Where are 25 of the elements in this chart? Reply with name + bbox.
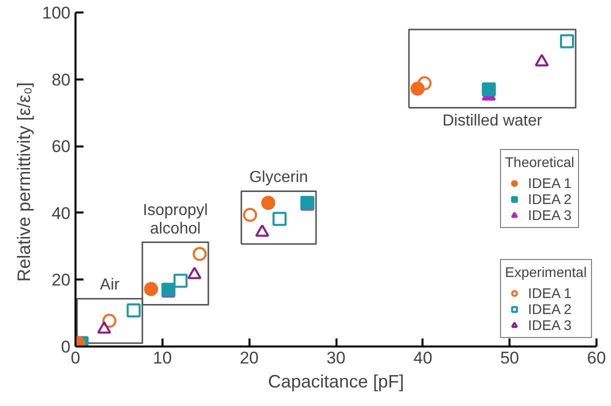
y-tick-label: 100: [42, 4, 71, 22]
x-tick-label: 40: [413, 348, 432, 368]
legend-label: IDEA 1: [528, 285, 572, 301]
x-tick-label: 60: [587, 348, 606, 368]
x-tick-label: 10: [152, 348, 172, 368]
annotation: Isopropyl alcohol: [142, 202, 208, 238]
x-axis-title: Capacitance [pF]: [268, 372, 404, 392]
legend-label: IDEA 2: [528, 191, 572, 207]
legend-label: IDEA 3: [528, 207, 572, 223]
annotation: Glycerin: [249, 169, 308, 186]
x-tick-label: 50: [500, 348, 520, 368]
legend-label: IDEA 3: [528, 317, 572, 333]
annotation: Distilled water: [442, 112, 543, 130]
annotation: Air: [100, 276, 120, 294]
y-tick-label: 80: [52, 70, 71, 90]
legend-label: IDEA 2: [528, 301, 572, 317]
legend-label: IDEA 1: [528, 175, 572, 191]
y-axis-title: Relative permittivity [ε/ε₀]: [14, 82, 34, 282]
y-tick-label: 60: [52, 137, 71, 156]
annotation: Theoretical: [505, 154, 574, 170]
y-tick-label: 20: [52, 270, 71, 290]
annotation: Experimental: [505, 264, 587, 280]
x-tick-label: 20: [240, 348, 259, 368]
y-tick-label: 40: [52, 204, 71, 223]
x-tick-label: 30: [326, 348, 346, 368]
